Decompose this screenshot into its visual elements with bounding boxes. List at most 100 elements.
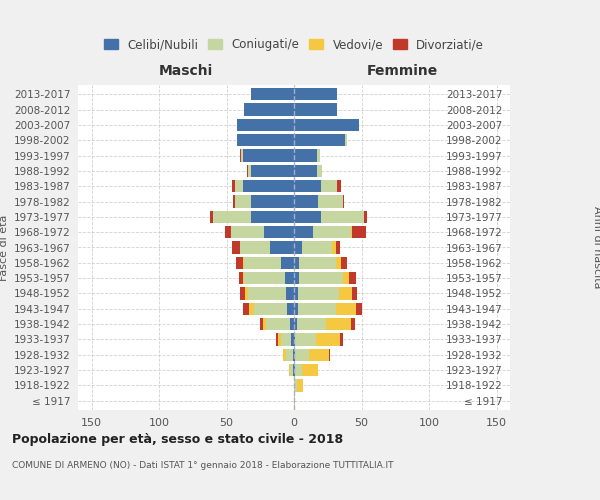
Bar bbox=[281, 333, 292, 346]
Bar bbox=[336, 302, 356, 315]
Bar bbox=[294, 241, 302, 254]
Bar bbox=[294, 164, 317, 177]
Bar bbox=[243, 272, 244, 284]
Text: COMUNE DI ARMENO (NO) - Dati ISTAT 1° gennaio 2018 - Elaborazione TUTTITALIA.IT: COMUNE DI ARMENO (NO) - Dati ISTAT 1° ge… bbox=[12, 460, 394, 469]
Bar bbox=[238, 118, 294, 131]
Bar bbox=[240, 287, 245, 300]
Bar bbox=[236, 256, 242, 269]
Legend: Celibi/Nubili, Coniugati/e, Vedovi/e, Divorziati/e: Celibi/Nubili, Coniugati/e, Vedovi/e, Di… bbox=[101, 36, 487, 54]
Bar bbox=[294, 210, 321, 223]
Bar bbox=[270, 241, 294, 254]
Bar bbox=[313, 226, 350, 238]
Bar bbox=[294, 149, 317, 162]
Bar bbox=[244, 272, 284, 284]
Bar bbox=[294, 88, 337, 101]
Bar bbox=[290, 364, 293, 376]
Bar bbox=[321, 180, 337, 192]
Bar bbox=[240, 149, 241, 162]
Bar bbox=[295, 348, 309, 361]
Bar bbox=[338, 287, 352, 300]
Bar bbox=[294, 287, 298, 300]
Bar bbox=[287, 302, 294, 315]
Bar bbox=[326, 318, 350, 330]
Bar bbox=[263, 318, 266, 330]
Bar bbox=[242, 149, 294, 162]
Bar bbox=[336, 256, 341, 269]
Bar bbox=[211, 210, 213, 223]
Bar bbox=[299, 256, 336, 269]
Bar bbox=[294, 394, 295, 407]
Bar bbox=[294, 226, 313, 238]
Bar bbox=[248, 164, 251, 177]
Bar bbox=[350, 226, 352, 238]
Text: Maschi: Maschi bbox=[159, 64, 213, 78]
Bar bbox=[238, 134, 294, 146]
Bar bbox=[241, 149, 242, 162]
Bar bbox=[250, 302, 254, 315]
Bar bbox=[292, 333, 294, 346]
Bar bbox=[235, 195, 251, 208]
Bar bbox=[302, 241, 332, 254]
Bar bbox=[244, 103, 294, 116]
Text: Femmine: Femmine bbox=[367, 64, 437, 78]
Bar bbox=[233, 195, 235, 208]
Bar bbox=[329, 348, 331, 361]
Bar bbox=[349, 272, 356, 284]
Bar bbox=[352, 226, 365, 238]
Bar bbox=[356, 302, 361, 315]
Bar bbox=[242, 302, 250, 315]
Bar bbox=[293, 364, 294, 376]
Bar bbox=[294, 379, 296, 392]
Bar bbox=[290, 318, 294, 330]
Bar bbox=[286, 348, 293, 361]
Bar bbox=[298, 302, 336, 315]
Bar bbox=[336, 241, 340, 254]
Bar bbox=[346, 134, 347, 146]
Bar bbox=[277, 333, 278, 346]
Bar bbox=[317, 164, 322, 177]
Bar bbox=[294, 195, 319, 208]
Bar bbox=[254, 302, 287, 315]
Bar bbox=[266, 318, 290, 330]
Bar bbox=[242, 180, 294, 192]
Bar bbox=[340, 333, 343, 346]
Bar bbox=[343, 195, 344, 208]
Bar bbox=[265, 226, 294, 238]
Bar bbox=[352, 287, 358, 300]
Bar bbox=[235, 180, 242, 192]
Bar bbox=[309, 348, 329, 361]
Bar bbox=[283, 348, 286, 361]
Bar bbox=[296, 318, 326, 330]
Bar bbox=[244, 256, 281, 269]
Bar bbox=[251, 210, 294, 223]
Bar bbox=[251, 88, 294, 101]
Bar bbox=[239, 272, 242, 284]
Bar bbox=[225, 226, 230, 238]
Bar bbox=[294, 318, 296, 330]
Bar bbox=[251, 164, 294, 177]
Bar bbox=[364, 210, 367, 223]
Bar bbox=[294, 302, 298, 315]
Bar bbox=[213, 210, 251, 223]
Bar bbox=[245, 287, 248, 300]
Bar bbox=[317, 149, 320, 162]
Bar bbox=[230, 226, 265, 238]
Bar bbox=[248, 287, 286, 300]
Bar bbox=[294, 103, 337, 116]
Bar bbox=[299, 272, 343, 284]
Bar bbox=[298, 287, 338, 300]
Bar bbox=[247, 164, 248, 177]
Bar bbox=[316, 333, 340, 346]
Bar bbox=[293, 348, 294, 361]
Bar bbox=[240, 241, 270, 254]
Bar bbox=[232, 241, 240, 254]
Bar bbox=[321, 210, 364, 223]
Bar bbox=[294, 118, 359, 131]
Bar bbox=[289, 364, 290, 376]
Bar bbox=[294, 134, 346, 146]
Bar bbox=[281, 256, 294, 269]
Bar bbox=[296, 379, 304, 392]
Bar bbox=[294, 348, 295, 361]
Bar bbox=[251, 195, 294, 208]
Bar bbox=[295, 364, 302, 376]
